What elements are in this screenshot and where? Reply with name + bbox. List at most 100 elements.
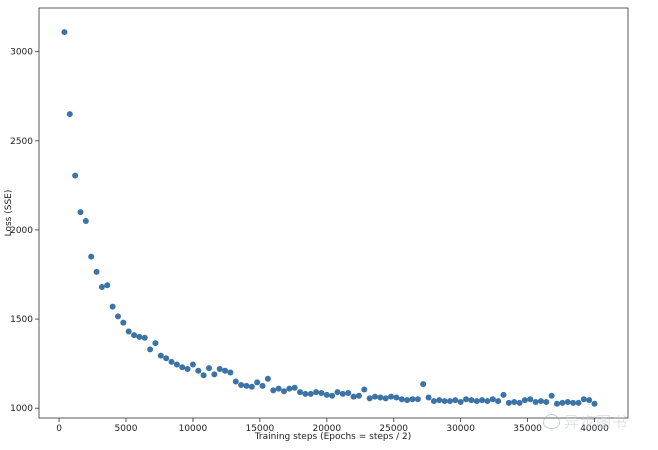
x-tick-label: 35000 (513, 424, 542, 434)
data-point (537, 398, 544, 405)
data-point (446, 398, 453, 405)
data-point (334, 389, 341, 396)
data-point (377, 394, 384, 401)
data-point (211, 371, 218, 378)
data-point (179, 364, 186, 371)
data-point (184, 365, 191, 372)
data-point (516, 399, 523, 406)
data-point (77, 209, 84, 216)
data-point (361, 386, 368, 393)
x-axis-ticks: 0 5000 10000 15000 20000 25000 30000 35000 40000 (56, 418, 609, 434)
data-point (575, 399, 582, 406)
data-point (532, 398, 539, 405)
data-point (243, 382, 250, 389)
data-point (479, 397, 486, 404)
data-point (189, 361, 196, 368)
data-point (307, 390, 314, 397)
y-tick-label: 3000 (10, 48, 33, 58)
data-point (254, 379, 261, 386)
data-point (125, 328, 132, 335)
y-tick-label: 2000 (10, 226, 33, 236)
data-point (131, 332, 138, 339)
data-point (168, 358, 175, 365)
data-point (586, 397, 593, 404)
data-point (109, 303, 116, 310)
data-point (420, 381, 427, 388)
x-tick-label: 0 (56, 424, 62, 434)
data-point (393, 394, 400, 401)
data-point (195, 367, 202, 374)
data-point (559, 399, 566, 406)
data-point (66, 111, 73, 118)
x-tick-label: 20000 (312, 424, 341, 434)
y-tick-label: 2500 (10, 137, 33, 147)
data-point (222, 367, 229, 374)
data-point (350, 393, 357, 400)
data-point (339, 390, 346, 397)
data-point (152, 340, 159, 347)
data-point (425, 394, 432, 401)
data-point (570, 399, 577, 406)
data-point (366, 395, 373, 402)
x-tick-label: 15000 (246, 424, 275, 434)
data-point (500, 391, 507, 398)
data-point (463, 396, 470, 403)
data-point (280, 388, 287, 395)
data-point (291, 384, 298, 391)
data-point (270, 387, 277, 394)
data-point (114, 313, 121, 320)
data-point (484, 398, 491, 405)
data-point (227, 369, 234, 376)
data-point (457, 398, 464, 405)
data-point (382, 395, 389, 402)
data-point (104, 282, 111, 289)
data-point (61, 29, 68, 36)
data-point (473, 398, 480, 405)
data-point (543, 398, 550, 405)
data-point (414, 396, 421, 403)
plot-frame (38, 7, 629, 419)
data-point (120, 319, 127, 326)
data-point (286, 385, 293, 392)
data-point (318, 390, 325, 397)
data-point (489, 396, 496, 403)
data-point (313, 389, 320, 396)
data-point (275, 385, 282, 392)
data-point (409, 396, 416, 403)
data-point (88, 253, 95, 260)
data-point (157, 352, 164, 359)
watermark: 异步图书 (542, 411, 628, 432)
data-point (580, 396, 587, 403)
data-point (527, 396, 534, 403)
data-point (398, 396, 405, 403)
data-point (329, 392, 336, 399)
data-point (206, 365, 213, 372)
data-point (264, 375, 271, 382)
x-tick-label: 25000 (379, 424, 408, 434)
data-point (72, 172, 79, 179)
data-point (248, 383, 255, 390)
data-point (216, 365, 223, 372)
data-point (98, 283, 105, 290)
data-point (495, 398, 502, 405)
data-point (82, 218, 89, 225)
chat-bubble-icon (542, 414, 560, 429)
x-axis-label: Training steps (Epochs = steps / 2) (254, 432, 412, 442)
data-point (163, 355, 170, 362)
y-tick-label: 1500 (10, 315, 33, 325)
data-point (554, 400, 561, 407)
data-point (548, 392, 555, 399)
data-point (355, 392, 362, 399)
data-point (173, 361, 180, 368)
data-point (371, 393, 378, 400)
y-tick-label: 1000 (10, 404, 33, 414)
data-point (511, 398, 518, 405)
data-point (591, 400, 598, 407)
data-point (232, 378, 239, 385)
data-point (468, 397, 475, 404)
y-axis-label: Loss (SSE) (4, 190, 14, 237)
data-point (136, 333, 143, 340)
data-point (388, 393, 395, 400)
watermark-text: 异步图书 (563, 413, 628, 431)
data-point (452, 397, 459, 404)
